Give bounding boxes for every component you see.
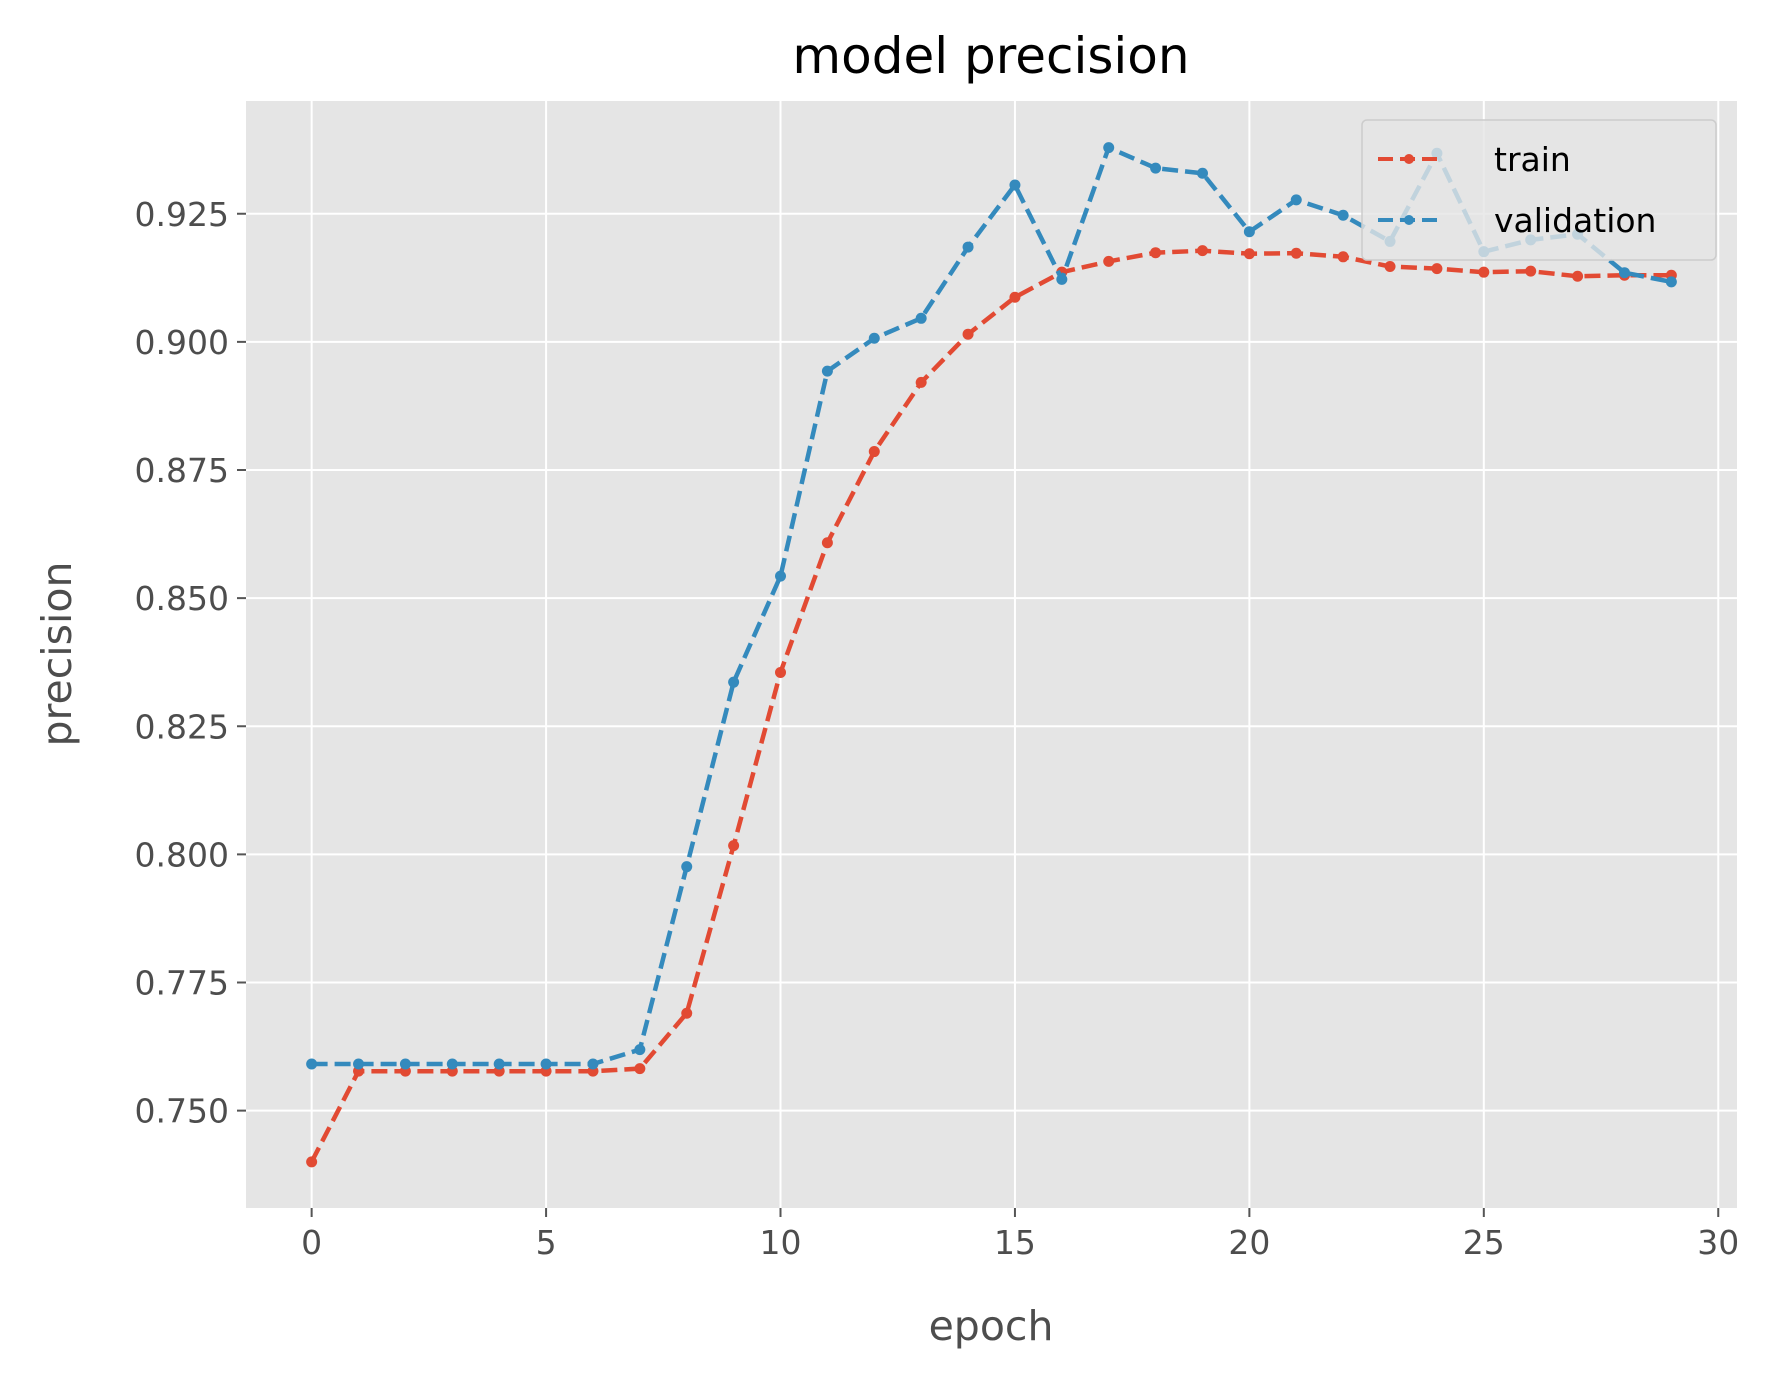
data-point-validation [775,570,787,582]
legend-entry-train: train [1378,140,1571,179]
data-point-train [1196,245,1208,257]
x-axis-ticks: 0 5 10 15 20 25 30 [301,1208,1739,1262]
data-point-train [1290,247,1302,259]
x-tick-label: 15 [994,1223,1036,1262]
data-point-train [1431,263,1443,275]
data-point-validation [1665,276,1677,288]
data-point-validation [540,1058,552,1070]
y-tick-label: 0.750 [135,1092,229,1131]
legend-label-train: train [1494,140,1571,179]
y-tick-label: 0.925 [135,195,229,234]
grid [246,101,1737,1208]
data-point-train [868,446,880,458]
legend: train validation [1361,119,1717,261]
x-axis-label: epoch [929,1302,1054,1350]
data-point-validation [399,1058,411,1070]
data-point-validation [306,1058,318,1070]
data-point-validation [962,241,974,253]
legend-entry-validation: validation [1378,201,1656,240]
data-point-validation [915,312,927,324]
data-point-train [1572,270,1584,282]
data-point-train [728,840,740,852]
data-point-validation [1150,162,1162,174]
y-tick-label: 0.775 [135,964,229,1003]
data-point-train [634,1063,646,1075]
chart-title: model precision [792,27,1189,85]
x-tick-label: 25 [1463,1223,1505,1262]
x-tick-label: 20 [1228,1223,1270,1262]
series-line-train [309,248,1672,1163]
y-axis-label: precision [33,562,81,747]
data-point-train [1384,261,1396,273]
data-point-train [821,537,833,549]
x-tick-label: 0 [301,1223,322,1262]
legend-label-validation: validation [1494,201,1656,240]
y-tick-label: 0.825 [135,707,229,746]
data-point-validation [634,1044,646,1056]
data-point-validation [1196,167,1208,179]
data-point-validation [353,1058,365,1070]
legend-box [1361,119,1717,261]
data-point-train [962,328,974,340]
data-point-validation [868,332,880,344]
data-point-train [1525,265,1537,277]
data-point-train [1337,251,1349,263]
data-point-validation [1290,194,1302,206]
plot-area [246,101,1737,1208]
data-point-validation [493,1058,505,1070]
data-point-train [775,666,787,678]
data-point-validation [821,365,833,377]
legend-marker-train [1404,154,1414,164]
data-point-train [1150,247,1162,259]
x-tick-label: 10 [760,1223,802,1262]
data-point-train [681,1007,693,1019]
y-tick-label: 0.800 [135,835,229,874]
data-point-validation [1009,179,1021,191]
data-point-validation [1243,226,1255,238]
x-tick-label: 30 [1697,1223,1739,1262]
data-point-validation [587,1058,599,1070]
data-point-train [1243,248,1255,260]
data-point-train [1009,291,1021,303]
legend-marker-validation [1404,215,1414,225]
y-axis-ticks: 0.750 0.775 0.800 0.825 0.850 0.875 0.900 0.925 [135,195,246,1131]
x-tick-label: 5 [536,1223,557,1262]
data-point-train [1103,255,1115,267]
data-point-validation [446,1058,458,1070]
y-tick-label: 0.900 [135,323,229,362]
data-point-train [306,1156,318,1168]
data-point-train [1478,266,1490,278]
data-point-train [915,376,927,388]
data-point-validation [1103,142,1115,154]
data-point-validation [1056,273,1068,285]
data-point-validation [1337,209,1349,221]
data-point-validation [728,676,740,688]
data-point-validation [681,861,693,873]
y-tick-label: 0.850 [135,579,229,618]
data-point-validation [1618,267,1630,279]
y-tick-label: 0.875 [135,451,229,490]
